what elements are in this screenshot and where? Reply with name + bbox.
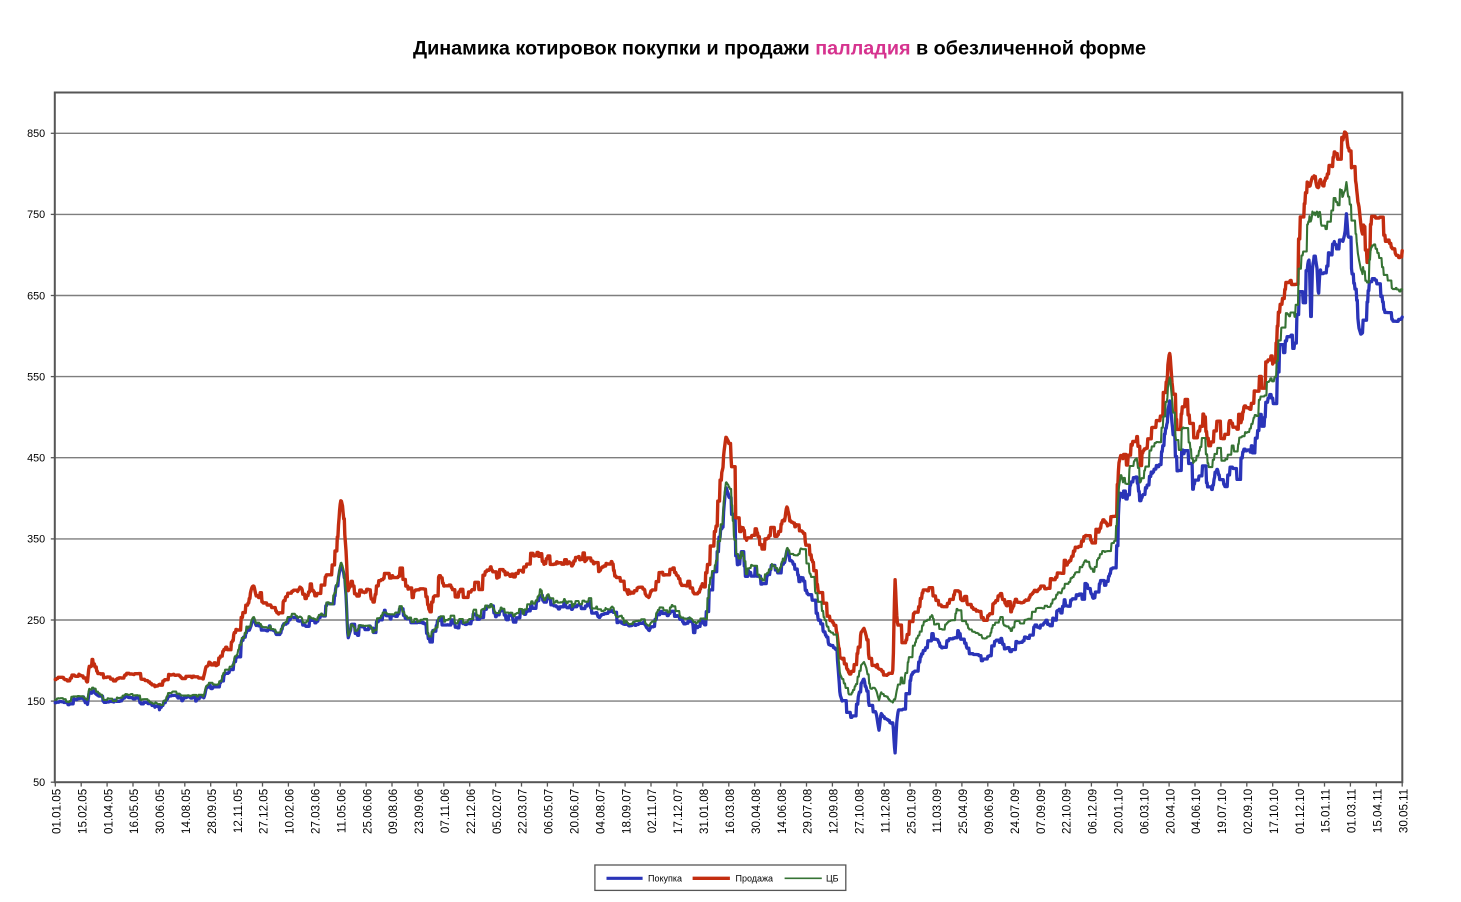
- svg-text:17.10.10: 17.10.10: [1268, 789, 1281, 834]
- svg-text:05.02.07: 05.02.07: [491, 789, 504, 834]
- svg-text:01.04.05: 01.04.05: [102, 789, 115, 834]
- svg-text:24.07.09: 24.07.09: [1009, 789, 1022, 834]
- svg-text:07.11.06: 07.11.06: [439, 789, 452, 833]
- svg-text:15.02.05: 15.02.05: [76, 789, 89, 834]
- svg-text:30.04.08: 30.04.08: [750, 789, 763, 834]
- svg-text:18.09.07: 18.09.07: [620, 789, 633, 834]
- svg-text:15.04.11: 15.04.11: [1372, 789, 1385, 833]
- svg-text:11.05.06: 11.05.06: [335, 789, 348, 833]
- svg-text:22.12.06: 22.12.06: [465, 789, 478, 834]
- svg-text:09.06.09: 09.06.09: [983, 789, 996, 834]
- svg-text:27.03.06: 27.03.06: [310, 789, 323, 834]
- svg-text:17.12.07: 17.12.07: [672, 789, 685, 834]
- svg-text:07.09.09: 07.09.09: [1035, 789, 1048, 834]
- svg-text:16.05.05: 16.05.05: [128, 789, 141, 834]
- svg-text:25.04.09: 25.04.09: [957, 789, 970, 834]
- svg-text:02.11.07: 02.11.07: [646, 789, 659, 833]
- svg-text:28.09.05: 28.09.05: [206, 789, 219, 834]
- svg-text:12.09.08: 12.09.08: [828, 789, 841, 834]
- svg-text:650: 650: [27, 290, 45, 302]
- svg-text:06.03.10: 06.03.10: [1138, 789, 1151, 834]
- svg-text:25.06.06: 25.06.06: [361, 789, 374, 834]
- svg-text:ЦБ: ЦБ: [826, 874, 839, 884]
- svg-text:30.05.11: 30.05.11: [1397, 789, 1410, 833]
- svg-text:12.11.05: 12.11.05: [232, 789, 245, 833]
- svg-text:30.06.05: 30.06.05: [154, 789, 167, 834]
- svg-text:550: 550: [27, 371, 45, 383]
- svg-text:850: 850: [27, 128, 45, 140]
- svg-text:20.06.07: 20.06.07: [569, 789, 582, 834]
- svg-text:150: 150: [27, 696, 45, 708]
- svg-text:01.03.11: 01.03.11: [1346, 789, 1359, 833]
- svg-text:01.12.10: 01.12.10: [1294, 789, 1307, 834]
- svg-text:19.07.10: 19.07.10: [1216, 789, 1229, 834]
- svg-text:14.06.08: 14.06.08: [776, 789, 789, 834]
- svg-text:06.12.09: 06.12.09: [1087, 789, 1100, 834]
- svg-text:02.09.10: 02.09.10: [1242, 789, 1255, 834]
- svg-text:10.02.06: 10.02.06: [284, 789, 297, 834]
- svg-text:450: 450: [27, 453, 45, 465]
- svg-text:16.03.08: 16.03.08: [724, 789, 737, 834]
- svg-text:11.03.09: 11.03.09: [931, 789, 944, 833]
- svg-text:Продажа: Продажа: [736, 874, 774, 884]
- svg-text:750: 750: [27, 209, 45, 221]
- svg-text:29.07.08: 29.07.08: [802, 789, 815, 834]
- svg-text:04.06.10: 04.06.10: [1190, 789, 1203, 834]
- svg-text:25.01.09: 25.01.09: [905, 789, 918, 834]
- svg-text:250: 250: [27, 615, 45, 627]
- svg-text:20.04.10: 20.04.10: [1164, 789, 1177, 834]
- svg-text:27.10.08: 27.10.08: [854, 789, 867, 834]
- svg-text:09.08.06: 09.08.06: [387, 789, 400, 834]
- svg-text:Покупка: Покупка: [648, 874, 682, 884]
- svg-text:Динамика котировок покупки и п: Динамика котировок покупки и продажи пал…: [413, 38, 1146, 60]
- svg-text:14.08.05: 14.08.05: [180, 789, 193, 834]
- svg-text:27.12.05: 27.12.05: [258, 789, 271, 834]
- svg-text:15.01.11: 15.01.11: [1320, 789, 1333, 833]
- svg-text:22.10.09: 22.10.09: [1061, 789, 1074, 834]
- svg-text:50: 50: [33, 777, 45, 789]
- svg-text:23.09.06: 23.09.06: [413, 789, 426, 834]
- svg-text:04.08.07: 04.08.07: [594, 789, 607, 834]
- svg-text:11.12.08: 11.12.08: [879, 789, 892, 833]
- svg-text:350: 350: [27, 534, 45, 546]
- svg-text:20.01.10: 20.01.10: [1113, 789, 1126, 834]
- svg-text:01.01.05: 01.01.05: [51, 789, 64, 834]
- svg-text:06.05.07: 06.05.07: [543, 789, 556, 834]
- svg-text:22.03.07: 22.03.07: [517, 789, 530, 834]
- svg-text:31.01.08: 31.01.08: [698, 789, 711, 834]
